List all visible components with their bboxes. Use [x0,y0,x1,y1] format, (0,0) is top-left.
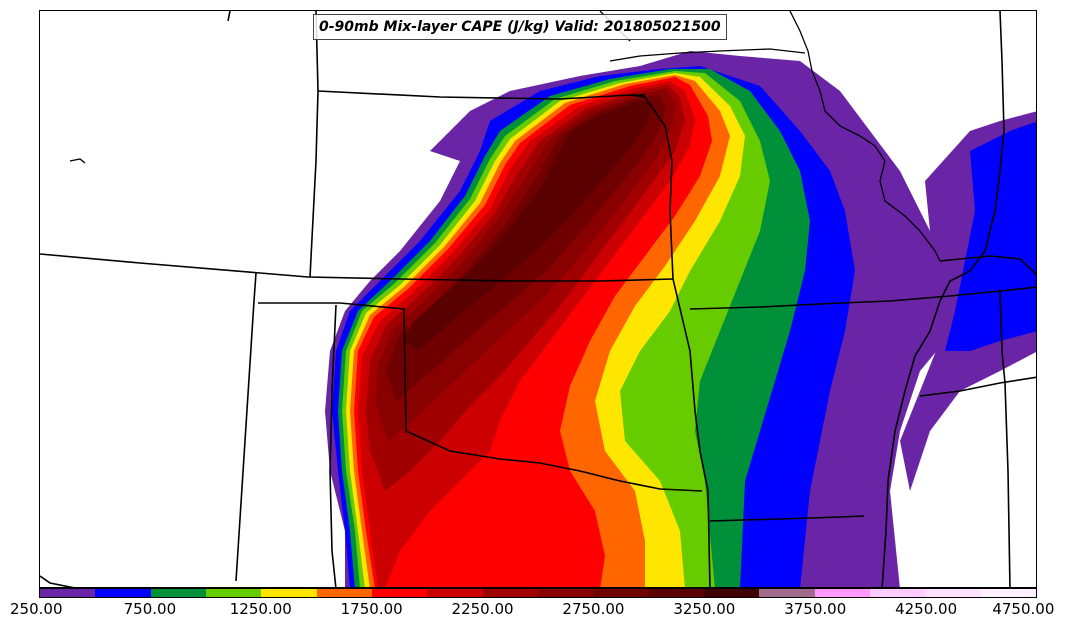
colorbar-tick-label: 4250.00 [895,600,958,618]
colorbar-segment [593,589,649,597]
colorbar-segment [869,589,926,597]
colorbar-segment [759,589,815,597]
colorbar-segment [482,589,538,597]
colorbar-segment [371,589,428,597]
map-title: 0-90mb Mix-layer CAPE (J/kg) Valid: 2018… [313,14,727,40]
colorbar-segment [150,589,206,597]
map-panel [39,10,1037,588]
colorbar-segment [814,589,870,597]
colorbar-tick-label: 4750.00 [992,600,1055,618]
state-border-lines [40,11,1036,587]
colorbar-segment [205,589,262,597]
colorbar-tick-label: 2250.00 [451,600,514,618]
cape-contours [325,51,1036,587]
colorbar-tick-label: 1250.00 [229,600,292,618]
cape-map [40,11,1036,587]
colorbar-segment [925,589,981,597]
colorbar-segment [703,589,760,597]
colorbar-tick-label: 750.00 [123,600,177,618]
colorbar-tick-label: 250.00 [10,600,63,618]
colorbar [39,588,1037,598]
colorbar-tick-label: 2750.00 [562,600,625,618]
colorbar-tick-label: 3750.00 [784,600,847,618]
colorbar-tick-labels: 250.00 750.00 1250.00 1750.00 2250.00 2750.00… [0,600,1081,624]
colorbar-segment [648,589,704,597]
colorbar-segment [537,589,594,597]
colorbar-segment [95,589,151,597]
colorbar-tick-label: 3250.00 [673,600,736,618]
contour-3000 [404,101,652,351]
colorbar-tick-label: 1750.00 [340,600,403,618]
colorbar-segment [980,589,1036,597]
colorbar-segment [427,589,483,597]
colorbar-segment [40,589,96,597]
colorbar-segment [316,589,372,597]
colorbar-segment [261,589,317,597]
